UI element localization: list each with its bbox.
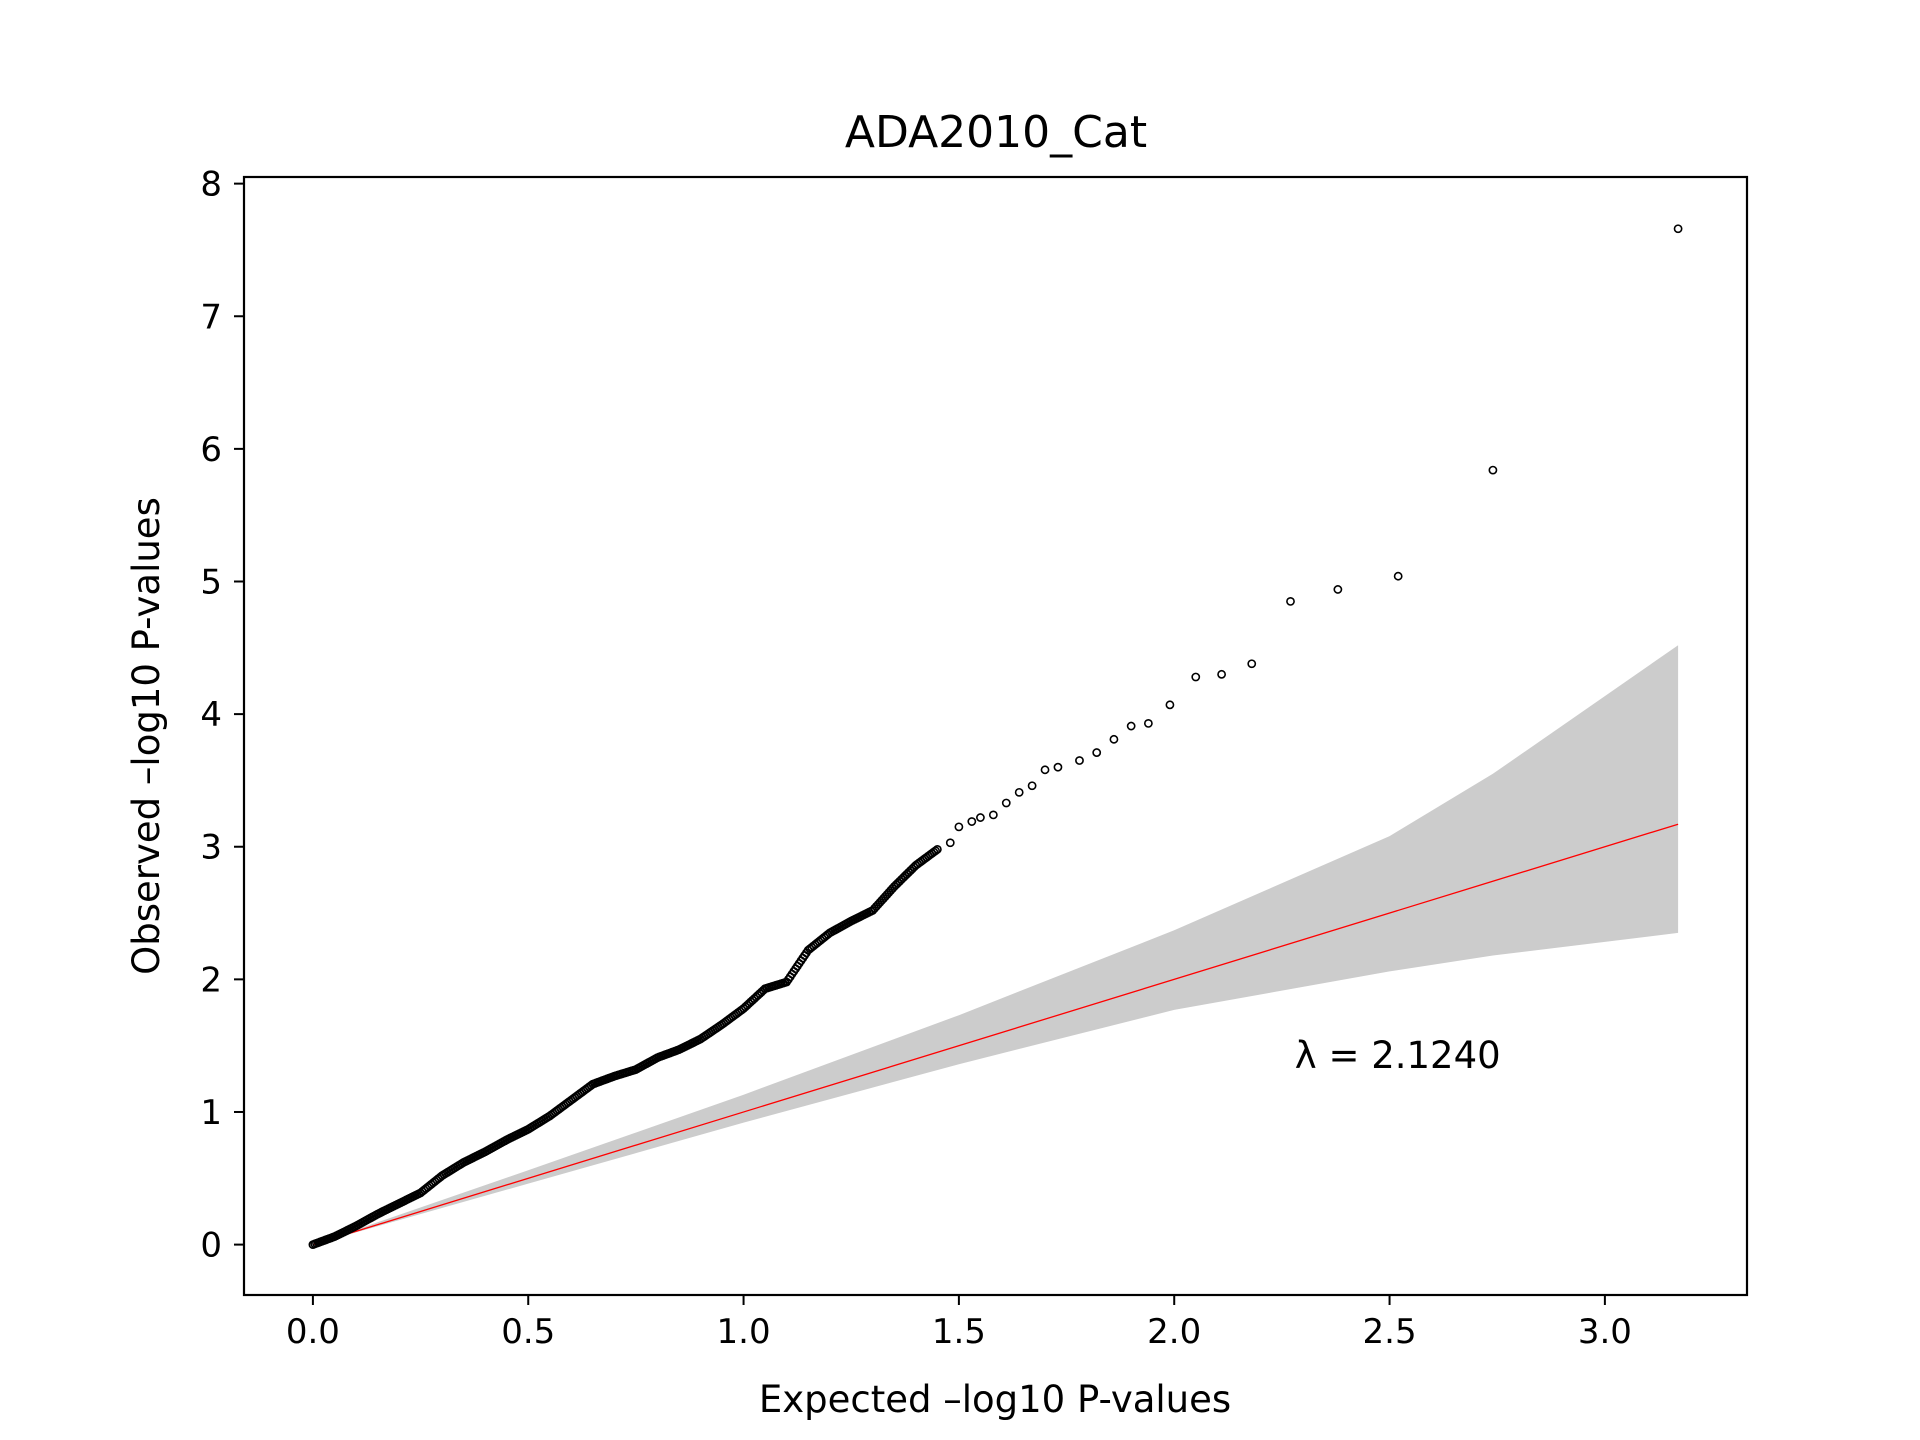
data-point — [1286, 596, 1295, 606]
data-point — [1143, 719, 1153, 728]
x-tick-label: 0.5 — [501, 1312, 555, 1352]
y-axis-label: Observed –log10 P-values — [125, 497, 168, 975]
data-point — [1014, 787, 1024, 797]
data-point — [954, 822, 964, 832]
data-point — [1027, 781, 1037, 791]
lambda-annotation: λ = 2.1240 — [1295, 1034, 1501, 1077]
data-point — [1053, 762, 1063, 772]
data-point — [1333, 585, 1343, 594]
x-tick-label: 1.5 — [932, 1312, 986, 1352]
data-point — [1075, 756, 1084, 765]
data-points — [308, 224, 1683, 1249]
chart-title: ADA2010_Cat — [845, 107, 1147, 158]
x-tick-label: 3.0 — [1578, 1312, 1632, 1352]
x-tick-label: 0.0 — [286, 1312, 340, 1352]
data-point — [932, 844, 942, 854]
data-point — [1126, 721, 1136, 731]
x-tick-label: 2.0 — [1147, 1312, 1201, 1352]
data-point — [988, 810, 998, 820]
data-point — [1191, 672, 1201, 682]
data-point — [1001, 798, 1011, 808]
data-point — [1488, 465, 1498, 475]
x-axis-label: Expected –log10 P-values — [759, 1378, 1231, 1421]
y-tick-label: 0 — [200, 1226, 222, 1266]
confidence-band — [312, 645, 1679, 1245]
data-point — [976, 813, 985, 822]
reference-line — [312, 823, 1679, 1246]
data-point — [931, 846, 940, 856]
x-axis-ticks: 0.0 0.5 1.0 1.5 2.0 2.5 3.0 — [286, 1295, 1632, 1352]
y-tick-label: 7 — [200, 297, 222, 337]
plot-area — [308, 224, 1683, 1249]
data-point — [1092, 748, 1102, 757]
data-point — [1217, 669, 1226, 679]
data-point — [1165, 700, 1175, 710]
data-point — [1109, 734, 1119, 744]
y-tick-label: 5 — [200, 562, 222, 602]
data-point — [967, 817, 977, 826]
data-point — [1040, 765, 1050, 775]
y-tick-label: 2 — [200, 960, 222, 1000]
y-axis-ticks: 0 1 2 3 4 5 6 7 8 — [200, 165, 244, 1266]
y-tick-label: 6 — [200, 430, 222, 470]
y-tick-label: 8 — [200, 165, 222, 205]
data-point — [1673, 224, 1683, 234]
data-point — [945, 838, 955, 848]
x-tick-label: 1.0 — [717, 1312, 771, 1352]
y-tick-label: 3 — [200, 828, 222, 868]
data-point — [1393, 571, 1403, 581]
y-tick-label: 4 — [200, 695, 222, 735]
data-point — [1247, 659, 1257, 669]
axes-frame — [242, 175, 1749, 1297]
y-tick-label: 1 — [200, 1093, 222, 1133]
x-tick-label: 2.5 — [1363, 1312, 1417, 1352]
